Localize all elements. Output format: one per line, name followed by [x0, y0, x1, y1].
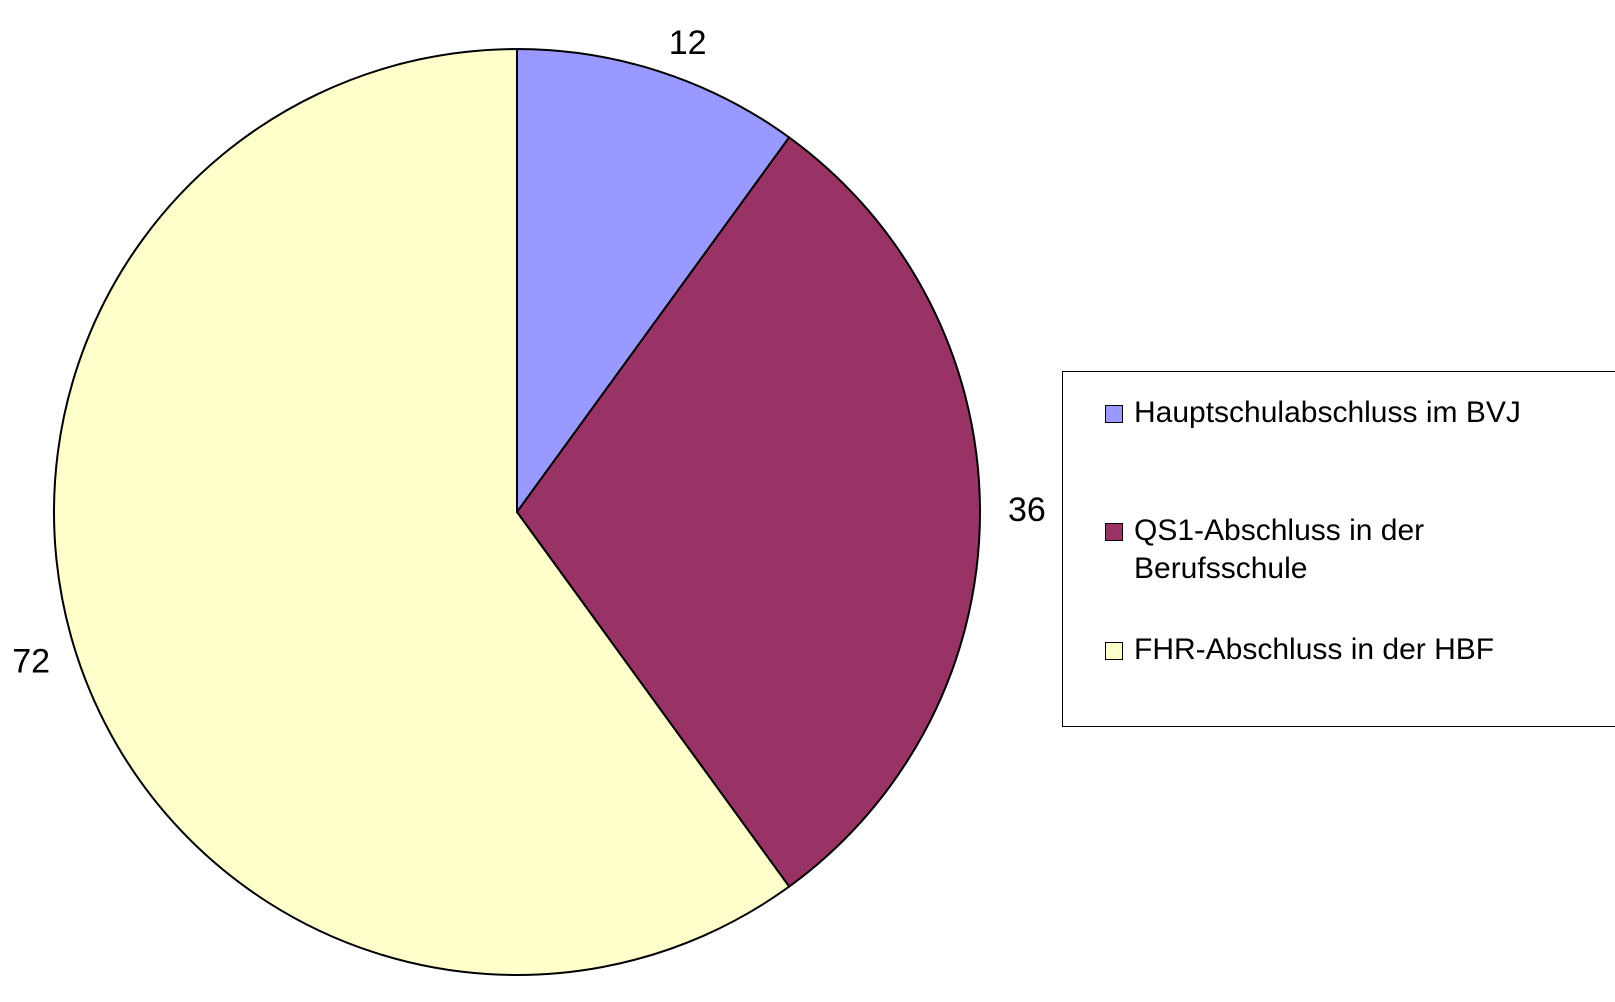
legend: Hauptschulabschluss im BVJ QS1-Abschluss …: [1062, 371, 1615, 727]
legend-swatch: [1105, 523, 1123, 541]
pie-slice: [516, 47, 791, 516]
pie-slice: [515, 136, 981, 888]
legend-label: Hauptschulabschluss im BVJ: [1134, 396, 1521, 429]
legend-item: FHR-Abschluss in der HBF: [1105, 631, 1525, 669]
legend-item: QS1-Abschluss in der Berufsschule: [1105, 512, 1525, 588]
legend-item: Hauptschulabschluss im BVJ: [1105, 394, 1525, 432]
legend-label: FHR-Abschluss in der HBF: [1134, 633, 1495, 666]
data-label: 12: [669, 24, 707, 62]
pie-slice: [53, 47, 791, 976]
legend-swatch: [1105, 405, 1123, 423]
legend-swatch: [1105, 642, 1123, 660]
legend-label: QS1-Abschluss in der Berufsschule: [1134, 514, 1425, 585]
data-label: 72: [12, 643, 50, 681]
data-label: 36: [1008, 491, 1046, 529]
